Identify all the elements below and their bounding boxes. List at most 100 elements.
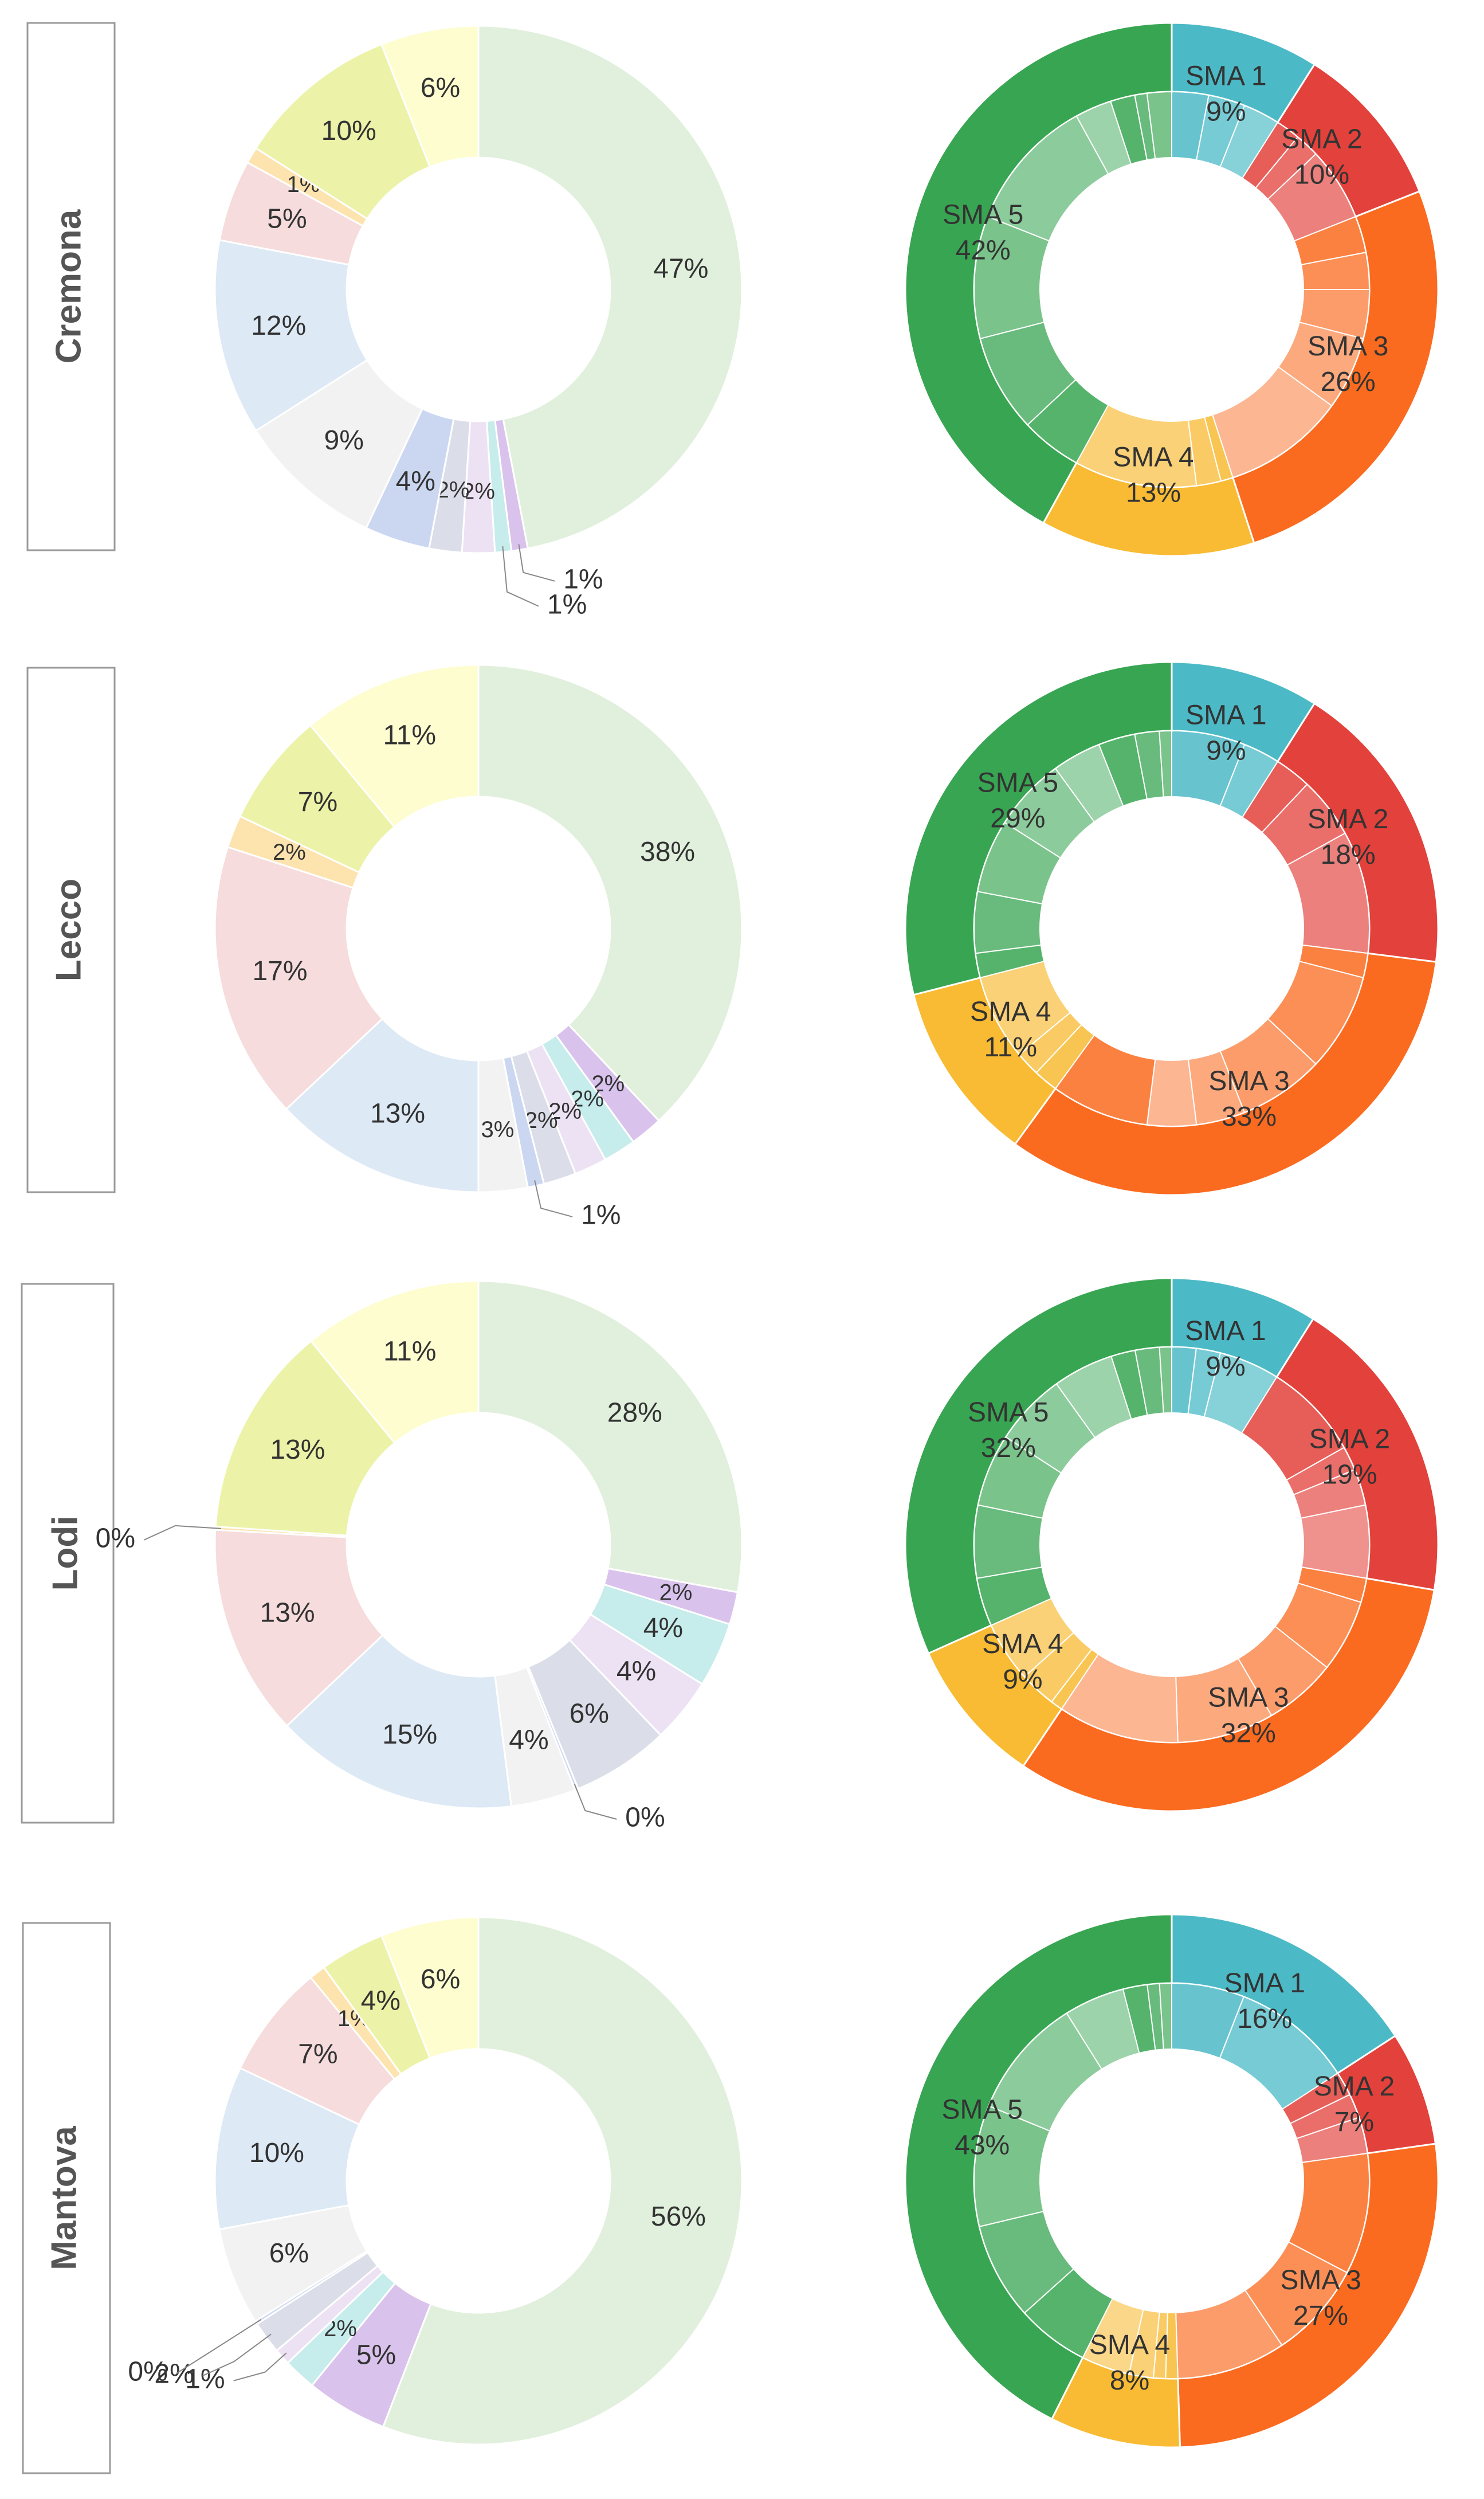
slice-pct-label: 4% [396, 466, 435, 496]
donut-slice [214, 2067, 361, 2231]
sma-name-label: SMA 2 [1308, 804, 1388, 835]
slice-pct-label: 10% [249, 2138, 304, 2168]
donut-slice [382, 1916, 743, 2446]
province-label-box [22, 1922, 111, 2474]
slice-pct-label: 6% [269, 2238, 309, 2269]
slice-pct-label: 4% [361, 1985, 401, 2016]
sma-name-label: SMA 3 [1308, 331, 1388, 362]
sma-name-label: SMA 4 [1113, 442, 1194, 472]
slice-pct-label: 13% [370, 1098, 425, 1129]
sma-inner-segment [1159, 730, 1172, 798]
slice-pct-label: 4% [509, 1725, 548, 1756]
slice-pct-label: 9% [324, 425, 364, 456]
province-label-box [26, 667, 116, 1193]
slice-pct-label: 0% [625, 1803, 665, 1833]
sma-inner-segment [1159, 1346, 1172, 1414]
sma-name-label: SMA 5 [943, 199, 1023, 230]
callout-line [534, 1180, 573, 1217]
sma-name-label: SMA 4 [1089, 2330, 1170, 2360]
callout-line [202, 2333, 272, 2376]
panel-cremona: Cremona 47%1%1%2%2%4%9%12%5%1%10%6% SMA 19… [26, 22, 1439, 620]
slice-pct-label: 38% [640, 837, 695, 867]
slice-pct-label: 11% [383, 720, 436, 751]
province-label-box [21, 1283, 115, 1824]
slice-pct-label: 1% [563, 565, 603, 595]
panel-mantova: Mantova 56%5%2%1%2%0%6%10%7%1%4%6% SMA 116… [22, 1913, 1439, 2474]
right-sunburst: SMA 1 9% SMA 2 10% SMA 3 26% SMA 4 13% SMA 5 42% [904, 22, 1439, 557]
sma-pct-label: 26% [1321, 367, 1376, 397]
province-label: Lodi [45, 1516, 85, 1591]
slice-pct-label: 0% [96, 1523, 135, 1554]
donut-slice [214, 845, 384, 1111]
sma-name-label: SMA 5 [968, 1397, 1049, 1428]
sma-name-label: SMA 5 [942, 2094, 1023, 2125]
callout-line [518, 544, 555, 582]
slice-pct-label: 5% [356, 2340, 396, 2371]
left-donut: 56%5%2%1%2%0%6%10%7%1%4%6% [128, 1916, 743, 2446]
callout-line [143, 1525, 221, 1541]
sma-name-label: SMA 4 [982, 1629, 1063, 1659]
sma-pct-label: 9% [1003, 1664, 1042, 1695]
slice-pct-label: 5% [267, 203, 307, 234]
callout-line [574, 1784, 617, 1820]
left-donut: 47%1%1%2%2%4%9%12%5%1%10%6% [214, 25, 743, 620]
sma-pct-label: 32% [981, 1433, 1036, 1463]
slice-pct-label: 2% [659, 1580, 693, 1605]
panel-lodi: Lodi 28% 2% 4% 4% 6% 0% 4% 15% 13% 0% 13% 11% SMA 1 9%… [21, 1277, 1439, 1833]
donut-slice [380, 1916, 480, 2060]
sma-pct-label: 42% [956, 235, 1011, 265]
sma-pct-label: 33% [1222, 1102, 1277, 1132]
sma-pct-label: 9% [1206, 1352, 1245, 1382]
sma-name-label: SMA 3 [1280, 2265, 1361, 2296]
sma-inner-segment [1146, 91, 1172, 159]
slice-pct-label: 4% [643, 1613, 683, 1643]
slice-pct-label: 6% [421, 1964, 460, 1995]
slice-pct-label: 2% [154, 2359, 194, 2390]
slice-pct-label: 47% [653, 253, 708, 284]
slice-pct-label: 13% [260, 1598, 315, 1628]
donut-slice [214, 1529, 384, 1728]
slice-pct-label: 12% [251, 311, 306, 341]
province-label-box [26, 22, 116, 551]
slice-pct-label: 7% [298, 787, 337, 817]
sma-name-label: SMA 3 [1208, 1066, 1289, 1096]
sma-pct-label: 8% [1110, 2365, 1149, 2396]
sma-pct-label: 19% [1322, 1459, 1377, 1490]
callout-line [233, 2352, 287, 2382]
sma-name-label: SMA 2 [1309, 1424, 1390, 1454]
sma-name-label: SMA 5 [977, 768, 1058, 798]
sma-pct-label: 16% [1237, 2004, 1292, 2034]
sma-pct-label: 13% [1126, 477, 1181, 508]
callout-line [176, 2319, 262, 2374]
sma-pct-label: 10% [1294, 159, 1349, 190]
sma-pct-label: 9% [1206, 736, 1246, 766]
callout-line [502, 546, 539, 607]
slice-pct-label: 4% [617, 1656, 656, 1686]
donut-slice [309, 1280, 480, 1444]
sma-name-label: SMA 1 [1185, 700, 1266, 731]
province-label: Lecco [49, 879, 88, 981]
sma-pct-label: 7% [1334, 2107, 1374, 2137]
sma-inner-segment [1159, 1982, 1172, 2050]
slice-pct-label: 6% [421, 73, 460, 103]
donut-slice [214, 239, 368, 432]
sma-name-label: SMA 2 [1281, 124, 1362, 154]
sma-pct-label: 43% [955, 2130, 1010, 2160]
province-label: Cremona [49, 209, 88, 363]
province-label: Mantova [44, 2126, 84, 2270]
slice-pct-label: 13% [270, 1435, 325, 1465]
slice-pct-label: 10% [321, 116, 376, 146]
slice-pct-label: 15% [382, 1719, 437, 1750]
donut-slice [309, 664, 480, 828]
slice-pct-label: 3% [481, 1117, 515, 1142]
donut-slice [285, 1017, 480, 1193]
right-sunburst: SMA 1 16% SMA 2 7% SMA 3 27% SMA 4 8% SMA 5 43% [904, 1913, 1439, 2449]
slice-pct-label: 6% [570, 1698, 609, 1729]
sma-inner-segment [1300, 1504, 1370, 1579]
sma-pct-label: 32% [1221, 1718, 1276, 1749]
slice-pct-label: 56% [651, 2202, 706, 2232]
left-donut: 28% 2% 4% 4% 6% 0% 4% 15% 13% 0% 13% 11% [96, 1280, 743, 1833]
right-sunburst: SMA 1 9% SMA 2 19% SMA 3 32% SMA 4 9% SMA 5 32% [904, 1277, 1439, 1812]
